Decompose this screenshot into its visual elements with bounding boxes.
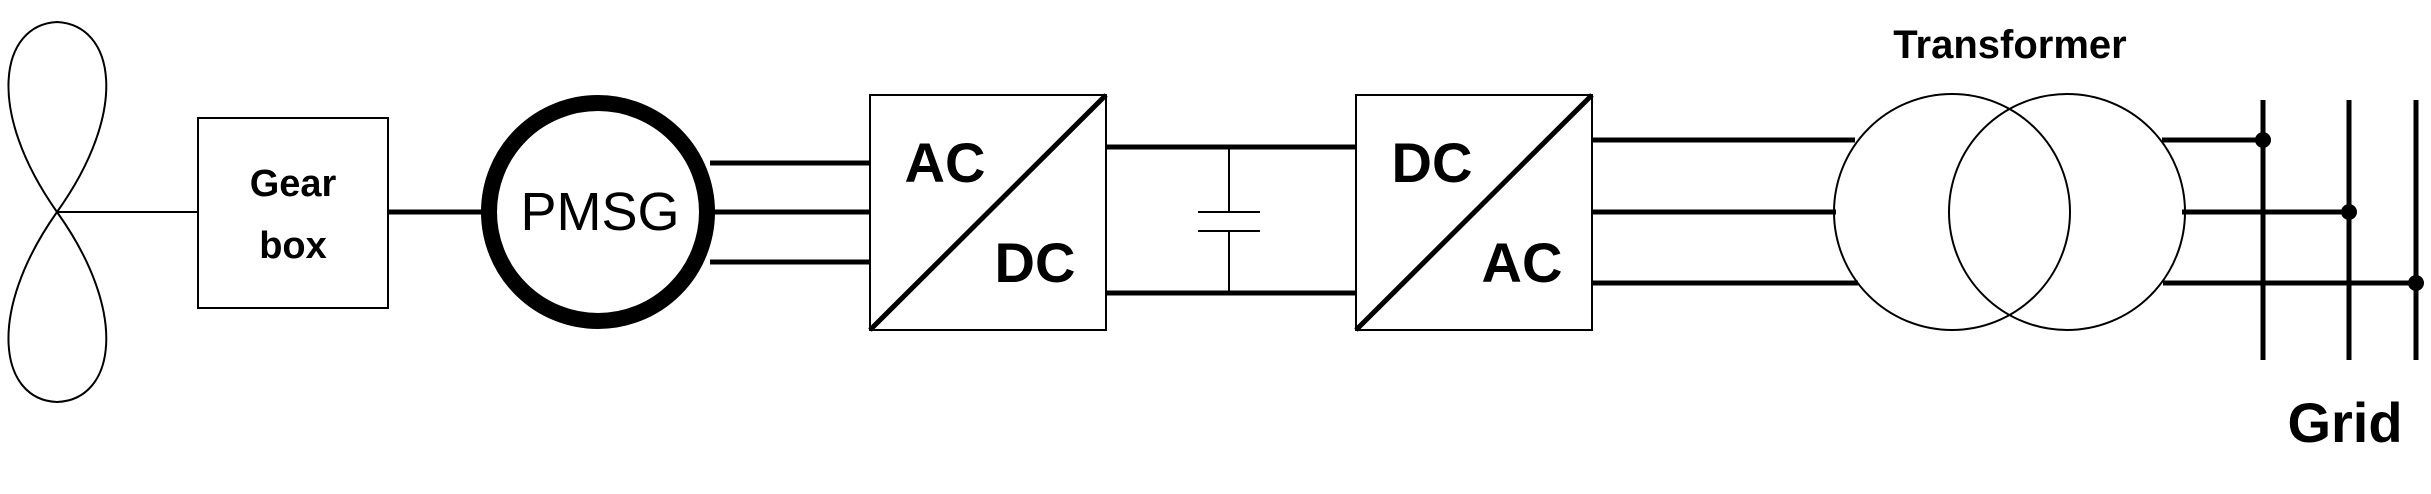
gearbox-label-line2: box: [259, 225, 327, 267]
inverter-output-lines: [1592, 137, 1858, 286]
gearbox-label-line1: Gear: [250, 163, 337, 205]
rectifier-dc-label: DC: [995, 231, 1076, 294]
turbine-blades-icon: [7, 20, 108, 404]
gearbox: Gear box: [197, 117, 389, 309]
inverter-dc-label: DC: [1392, 131, 1473, 194]
dc-link: [1106, 144, 1356, 296]
inverter-ac-label: AC: [1482, 231, 1563, 294]
pmsg-label: PMSG: [520, 182, 679, 242]
rectifier-ac-label: AC: [905, 131, 986, 194]
grid-label: Grid: [2287, 391, 2402, 454]
pmsg-generator: PMSG: [481, 95, 715, 329]
rectifier-ac-dc: AC DC: [868, 93, 1108, 332]
transformer-label: Transformer: [1893, 23, 2126, 67]
grid-connection-dots: [2255, 132, 2424, 291]
dc-link-capacitor-icon: [1198, 147, 1260, 293]
generator-output-lines: [710, 160, 870, 265]
inverter-dc-ac: DC AC: [1354, 93, 1594, 332]
